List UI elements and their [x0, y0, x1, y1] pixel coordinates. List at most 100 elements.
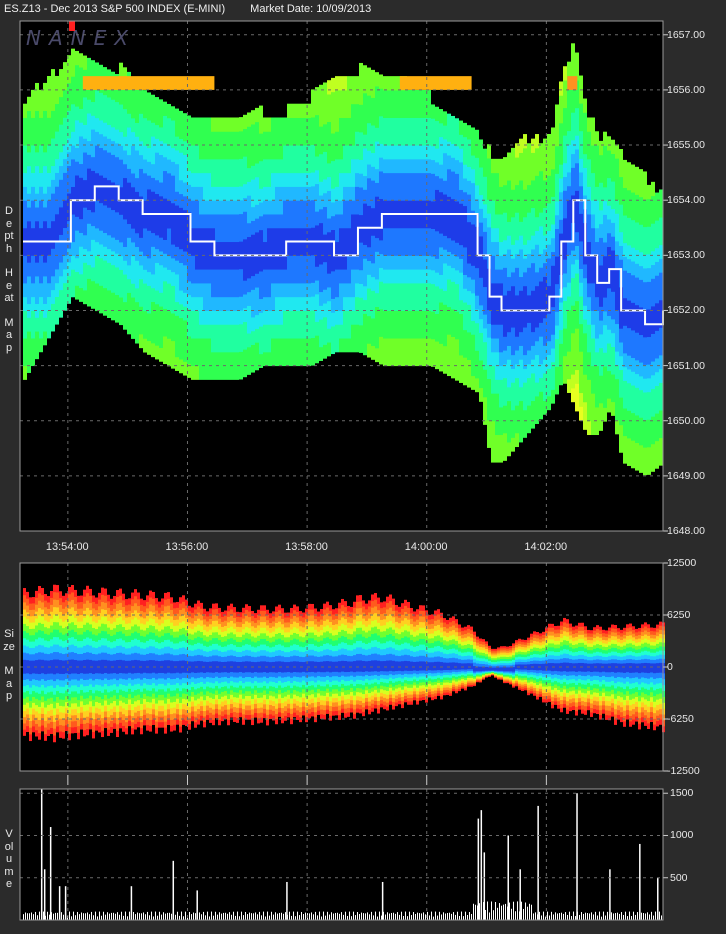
- heat-cell: [375, 292, 379, 307]
- heat-cell: [627, 313, 631, 329]
- heat-cell: [343, 145, 347, 160]
- heat-cell: [587, 282, 591, 298]
- heat-cell: [35, 289, 39, 305]
- heat-cell: [283, 310, 287, 325]
- size-band: [215, 694, 218, 700]
- size-band: [89, 672, 92, 679]
- size-band: [77, 706, 80, 714]
- heat-cell: [135, 150, 139, 165]
- size-band: [80, 621, 83, 629]
- heat-cell: [423, 241, 427, 256]
- heat-cell: [119, 62, 123, 77]
- heat-cell: [279, 200, 283, 215]
- heat-cell: [307, 227, 311, 243]
- heat-cell: [203, 310, 207, 325]
- size-band: [188, 611, 191, 618]
- heat-cell: [619, 204, 623, 219]
- heat-cell: [579, 240, 583, 256]
- heat-cell: [399, 89, 403, 105]
- size-band: [242, 672, 245, 678]
- size-band: [38, 726, 41, 734]
- size-band: [35, 692, 38, 699]
- heat-cell: [147, 340, 151, 355]
- size-band: [236, 631, 239, 638]
- size-band: [215, 671, 218, 677]
- volume-panel[interactable]: [20, 789, 663, 920]
- heat-cell: [335, 255, 339, 270]
- heat-cell: [543, 317, 547, 333]
- heat-cell: [295, 338, 299, 353]
- heat-cell: [23, 241, 27, 256]
- heat-cell: [75, 64, 79, 80]
- size-band: [191, 629, 194, 635]
- heat-cell: [511, 368, 515, 383]
- heat-cell: [215, 338, 219, 353]
- heat-cell: [159, 250, 163, 266]
- size-band: [257, 646, 260, 652]
- heat-cell: [519, 235, 523, 250]
- heat-cell: [207, 145, 211, 160]
- heat-cell: [427, 158, 431, 174]
- heat-cell: [603, 145, 607, 160]
- heat-cell: [171, 354, 175, 369]
- heat-cell: [43, 165, 47, 180]
- heat-cell: [179, 234, 183, 250]
- size-band: [230, 655, 233, 662]
- heat-cell: [499, 213, 503, 229]
- heat-cell: [555, 338, 559, 354]
- heat-cell: [455, 366, 459, 381]
- heat-cell: [151, 218, 155, 234]
- size-band: [161, 642, 164, 649]
- heat-cell: [191, 227, 195, 243]
- size-band: [242, 613, 245, 620]
- heat-cell: [331, 243, 335, 258]
- size-band: [149, 653, 152, 661]
- size-band: [56, 708, 59, 715]
- heat-cell: [407, 338, 411, 353]
- heat-cell: [195, 241, 199, 256]
- size-band: [233, 711, 236, 718]
- heat-cell: [647, 240, 651, 255]
- size-band: [116, 667, 119, 674]
- heat-cell: [55, 255, 59, 270]
- size-band: [191, 661, 194, 668]
- size-band: [116, 618, 119, 626]
- size-band: [239, 627, 242, 633]
- heat-cell: [55, 117, 59, 132]
- size-band: [107, 685, 110, 693]
- size-band: [131, 619, 134, 627]
- heat-cell: [627, 300, 631, 315]
- heat-cell: [555, 200, 559, 216]
- size-band: [56, 720, 59, 727]
- heat-cell: [263, 227, 267, 243]
- heat-cell: [243, 307, 247, 323]
- heat-cell: [415, 103, 419, 118]
- size-band: [143, 688, 146, 694]
- size-band: [41, 638, 44, 646]
- size-band: [209, 629, 212, 636]
- heat-cell: [95, 172, 99, 188]
- heat-cell: [307, 269, 311, 284]
- size-band: [260, 650, 263, 657]
- heat-cell: [655, 206, 659, 221]
- size-band: [173, 672, 176, 679]
- size-band: [137, 688, 140, 695]
- heat-cell: [343, 172, 347, 187]
- size-band: [59, 692, 62, 700]
- size-band: [239, 698, 242, 704]
- heat-cell: [339, 338, 343, 353]
- size-band: [182, 682, 185, 689]
- size-band: [44, 633, 47, 641]
- heat-cell: [223, 351, 227, 367]
- heat-cell: [575, 397, 579, 412]
- heat-cell: [391, 158, 395, 174]
- size-band: [56, 614, 59, 623]
- heat-cell: [191, 145, 195, 160]
- heat-cell: [107, 83, 111, 98]
- size-band: [80, 660, 83, 668]
- heat-cell: [87, 195, 91, 210]
- size-band: [35, 590, 38, 599]
- heat-cell: [227, 365, 231, 380]
- heat-cell: [27, 331, 31, 346]
- heat-cell: [123, 94, 127, 110]
